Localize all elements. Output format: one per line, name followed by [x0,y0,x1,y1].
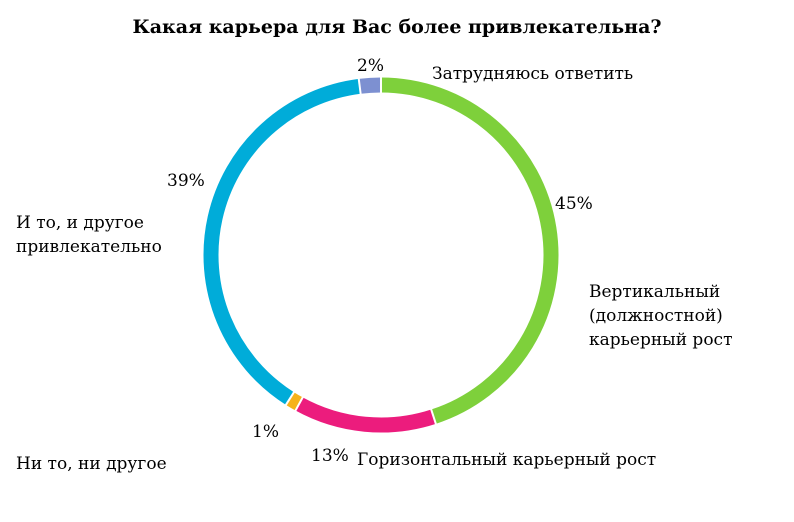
slice-separator [294,396,305,412]
slice-both [203,78,361,405]
slice-vertical [380,77,559,424]
category-label-unsure: Затрудняюсь ответить [432,64,634,84]
category-label-both: И то, и другое привлекательно [16,213,162,257]
category-label-horizontal: Горизонтальный карьерный рост [357,450,657,470]
value-label-unsure: 2% [357,56,384,76]
value-label-neither: 1% [252,422,279,442]
value-label-both: 39% [167,171,205,191]
value-label-vertical: 45% [555,194,593,214]
category-label-vertical: Вертикальный (должностной) карьерный рос… [589,282,733,350]
slice-separator [284,390,296,407]
slice-unsure [358,77,382,94]
category-label-neither: Ни то, ни другое [16,454,167,474]
slice-neither [285,392,303,411]
slice-horizontal [295,397,436,433]
slice-separator [429,408,438,426]
value-label-horizontal: 13% [311,446,349,466]
chart-title: Какая карьера для Вас более привлекатель… [132,16,662,38]
slice-separator [357,77,362,95]
